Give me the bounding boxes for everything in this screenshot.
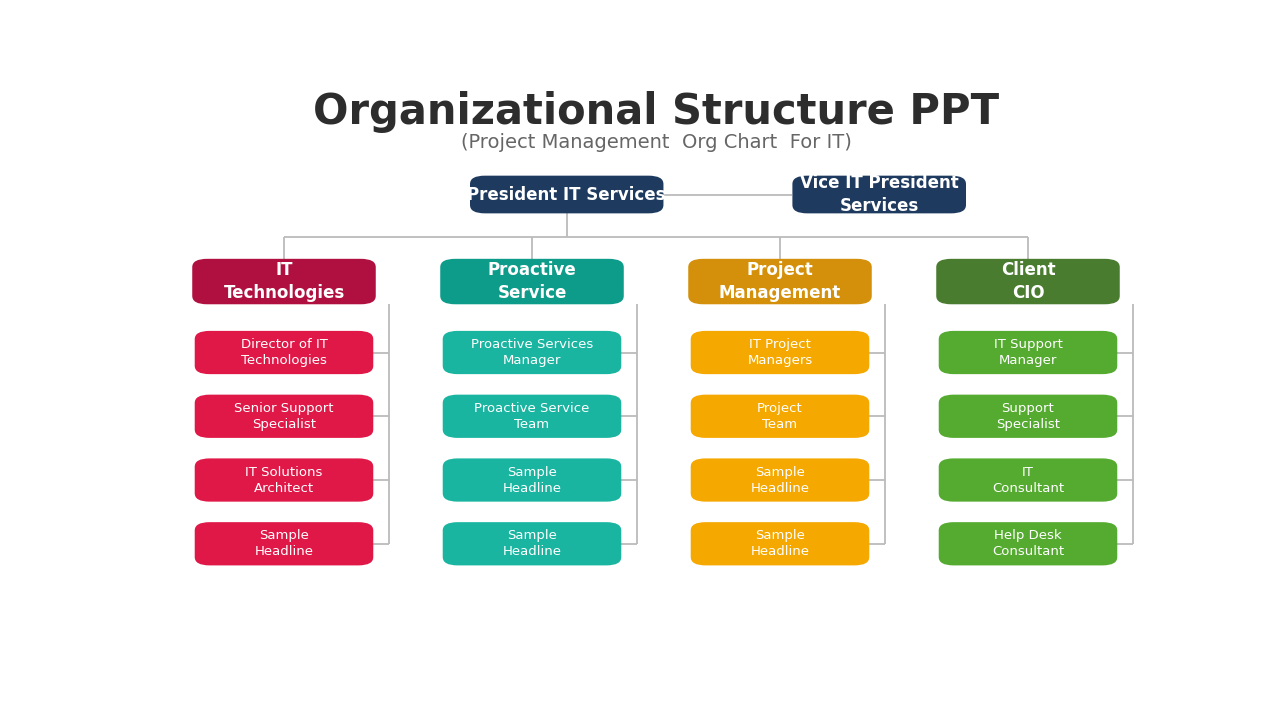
FancyBboxPatch shape xyxy=(938,459,1117,502)
FancyBboxPatch shape xyxy=(691,395,869,438)
Text: IT Project
Managers: IT Project Managers xyxy=(748,338,813,367)
Text: IT
Technologies: IT Technologies xyxy=(224,261,344,302)
Text: Vice IT President
Services: Vice IT President Services xyxy=(800,174,959,215)
FancyBboxPatch shape xyxy=(936,258,1120,305)
FancyBboxPatch shape xyxy=(195,331,374,374)
Text: Project
Management: Project Management xyxy=(719,261,841,302)
FancyBboxPatch shape xyxy=(192,258,376,305)
FancyBboxPatch shape xyxy=(443,331,621,374)
Text: Support
Specialist: Support Specialist xyxy=(996,402,1060,431)
Text: IT Support
Manager: IT Support Manager xyxy=(993,338,1062,367)
FancyBboxPatch shape xyxy=(938,331,1117,374)
Text: Proactive
Service: Proactive Service xyxy=(488,261,576,302)
Text: Help Desk
Consultant: Help Desk Consultant xyxy=(992,529,1064,558)
FancyBboxPatch shape xyxy=(443,459,621,502)
Text: Project
Team: Project Team xyxy=(758,402,803,431)
FancyBboxPatch shape xyxy=(443,522,621,565)
FancyBboxPatch shape xyxy=(440,258,623,305)
FancyBboxPatch shape xyxy=(691,331,869,374)
Text: Sample
Headline: Sample Headline xyxy=(750,529,809,558)
Text: Client
CIO: Client CIO xyxy=(1001,261,1055,302)
Text: Sample
Headline: Sample Headline xyxy=(503,529,562,558)
FancyBboxPatch shape xyxy=(195,459,374,502)
FancyBboxPatch shape xyxy=(195,395,374,438)
FancyBboxPatch shape xyxy=(195,522,374,565)
FancyBboxPatch shape xyxy=(470,176,663,213)
FancyBboxPatch shape xyxy=(792,176,966,213)
FancyBboxPatch shape xyxy=(691,522,869,565)
Text: Proactive Service
Team: Proactive Service Team xyxy=(475,402,590,431)
Text: Senior Support
Specialist: Senior Support Specialist xyxy=(234,402,334,431)
Text: Proactive Services
Manager: Proactive Services Manager xyxy=(471,338,593,367)
FancyBboxPatch shape xyxy=(691,459,869,502)
FancyBboxPatch shape xyxy=(443,395,621,438)
FancyBboxPatch shape xyxy=(689,258,872,305)
FancyBboxPatch shape xyxy=(938,522,1117,565)
Text: (Project Management  Org Chart  For IT): (Project Management Org Chart For IT) xyxy=(461,133,851,153)
Text: President IT Services: President IT Services xyxy=(467,186,666,204)
Text: IT Solutions
Architect: IT Solutions Architect xyxy=(246,466,323,495)
FancyBboxPatch shape xyxy=(938,395,1117,438)
Text: Director of IT
Technologies: Director of IT Technologies xyxy=(241,338,328,367)
Text: Sample
Headline: Sample Headline xyxy=(750,466,809,495)
Text: Organizational Structure PPT: Organizational Structure PPT xyxy=(312,91,1000,133)
Text: Sample
Headline: Sample Headline xyxy=(503,466,562,495)
Text: Sample
Headline: Sample Headline xyxy=(255,529,314,558)
Text: IT
Consultant: IT Consultant xyxy=(992,466,1064,495)
